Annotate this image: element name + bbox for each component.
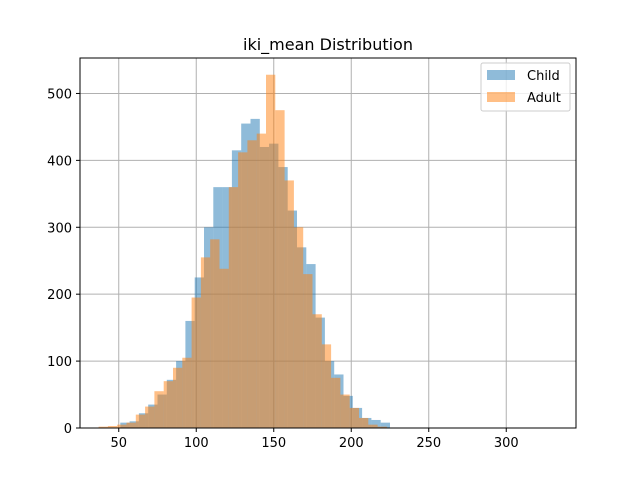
x-tick-label: 250 [416, 436, 441, 451]
adult-bars [98, 74, 387, 429]
y-tick-label: 200 [47, 288, 72, 303]
chart-title: iki_mean Distribution [243, 35, 413, 55]
y-tick-label: 0 [64, 422, 72, 437]
x-axis: 50 100 150 200 250 300 [110, 428, 519, 451]
legend-swatch-child [487, 70, 515, 80]
adult-bar [173, 367, 183, 428]
x-tick-label: 50 [110, 436, 127, 451]
adult-bar [368, 424, 378, 428]
adult-bar [293, 227, 304, 428]
legend-swatch-adult [487, 92, 515, 102]
x-tick-label: 100 [184, 436, 209, 451]
adult-bar [256, 133, 266, 429]
y-tick-label: 100 [47, 355, 72, 370]
y-tick-label: 300 [47, 221, 72, 236]
adult-bar [126, 422, 136, 428]
legend-label-child: Child [527, 69, 560, 84]
adult-bar [182, 357, 192, 428]
plot-area-frame [79, 57, 577, 429]
x-tick-label: 300 [494, 436, 519, 451]
y-axis: 0 100 200 300 400 500 [47, 87, 80, 437]
child-bar [371, 419, 381, 428]
adult-bar [247, 140, 257, 428]
adult-bar [135, 414, 146, 428]
adult-bar [312, 314, 322, 428]
adult-bar [284, 180, 294, 428]
adult-bar [163, 381, 173, 428]
x-tick-label: 150 [261, 436, 286, 451]
adult-bar [349, 407, 359, 428]
adult-bar [359, 417, 369, 428]
adult-bar [154, 391, 164, 428]
adult-bar [200, 257, 211, 428]
adult-bar [98, 426, 108, 428]
y-tick-label: 400 [47, 154, 72, 169]
y-tick-label: 500 [47, 87, 72, 102]
adult-bar [340, 394, 350, 428]
adult-bar [331, 377, 341, 428]
adult-bar [303, 274, 313, 428]
child-bar [380, 422, 390, 428]
adult-bar [117, 424, 127, 428]
adult-bar [228, 187, 239, 428]
adult-bar [266, 74, 276, 429]
legend: Child Adult [480, 62, 571, 112]
adult-bar [145, 406, 155, 428]
adult-bar [321, 344, 332, 428]
legend-label-adult: Adult [527, 91, 561, 106]
adult-bar [275, 110, 285, 429]
adult-bar [219, 268, 229, 428]
adult-bar [377, 426, 387, 428]
adult-bar [191, 297, 201, 428]
x-tick-label: 200 [339, 436, 364, 451]
adult-bar [210, 239, 220, 428]
adult-bar [107, 425, 118, 428]
adult-bar [238, 152, 248, 428]
